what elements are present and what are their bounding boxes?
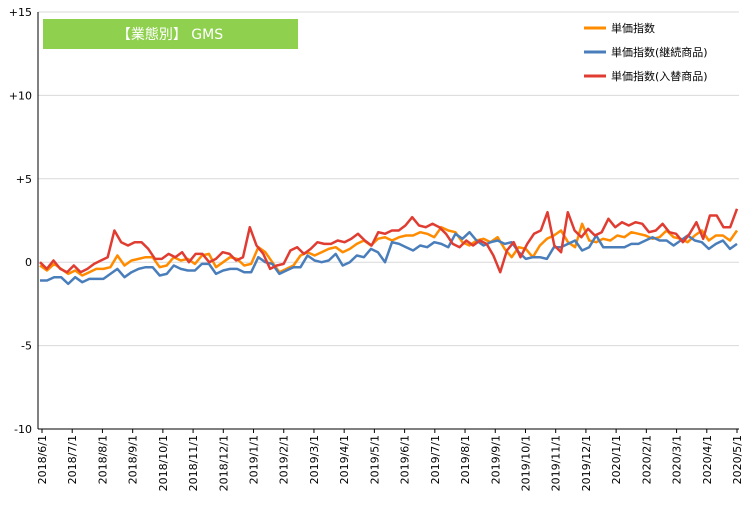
y-tick-label: +15 xyxy=(9,6,32,19)
x-tick-label: 2019/7/1 xyxy=(429,435,442,484)
y-tick-label: 0 xyxy=(25,256,32,269)
chart-title-box: 【業態別】 GMS xyxy=(43,19,298,49)
series-lines xyxy=(39,208,739,286)
x-tick-label: 2019/6/1 xyxy=(399,435,412,484)
x-tick-label: 2019/5/1 xyxy=(368,435,381,484)
x-tick-label: 2020/4/1 xyxy=(701,435,714,484)
x-tick-label: 2019/12/1 xyxy=(580,435,593,491)
series-line-2 xyxy=(39,208,739,274)
x-tick-label: 2018/11/1 xyxy=(187,435,200,491)
x-tick-label: 2019/11/1 xyxy=(550,435,563,491)
y-tick-label: +5 xyxy=(16,173,32,186)
legend-item: 単価指数 xyxy=(584,21,655,35)
x-tick-label: 2018/12/1 xyxy=(217,435,230,491)
series-line-0 xyxy=(39,222,739,277)
legend-item: 単価指数(継続商品) xyxy=(584,45,708,59)
x-tick-label: 2019/3/1 xyxy=(308,435,321,484)
y-axis: +15 +10 +5 0 -5 -10 xyxy=(9,6,39,436)
x-tick-label: 2020/2/1 xyxy=(640,435,653,484)
x-tick-label: 2020/3/1 xyxy=(671,435,684,484)
x-axis: 2018/6/1 2018/7/1 2018/8/1 2018/9/1 2018/10/… xyxy=(36,428,743,491)
x-tick-label: 2019/10/1 xyxy=(519,435,532,491)
x-tick-label: 2018/6/1 xyxy=(36,435,49,484)
x-tick-label: 2019/1/1 xyxy=(248,435,261,484)
x-tick-label: 2019/9/1 xyxy=(489,435,502,484)
x-tick-label: 2018/10/1 xyxy=(157,435,170,491)
x-tick-label: 2019/4/1 xyxy=(338,435,351,484)
chart-title: 【業態別】 GMS xyxy=(117,27,223,43)
x-tick-label: 2019/8/1 xyxy=(459,435,472,484)
x-tick-label: 2018/9/1 xyxy=(127,435,140,484)
y-tick-label: -5 xyxy=(21,340,32,353)
x-tick-label: 2018/7/1 xyxy=(66,435,79,484)
legend-label: 単価指数 xyxy=(611,21,655,35)
series-line-1 xyxy=(40,230,738,286)
legend-label: 単価指数(入替商品) xyxy=(611,69,708,83)
chart-title-background xyxy=(43,19,298,49)
legend-label: 単価指数(継続商品) xyxy=(611,45,708,59)
legend-item: 単価指数(入替商品) xyxy=(584,69,708,83)
x-tick-label: 2019/2/1 xyxy=(278,435,291,484)
x-tick-label: 2018/8/1 xyxy=(96,435,109,484)
y-tick-label: +10 xyxy=(9,89,32,102)
y-tick-label: -10 xyxy=(14,423,32,436)
x-tick-label: 2020/5/1 xyxy=(731,435,743,484)
x-tick-label: 2020/1/1 xyxy=(610,435,623,484)
